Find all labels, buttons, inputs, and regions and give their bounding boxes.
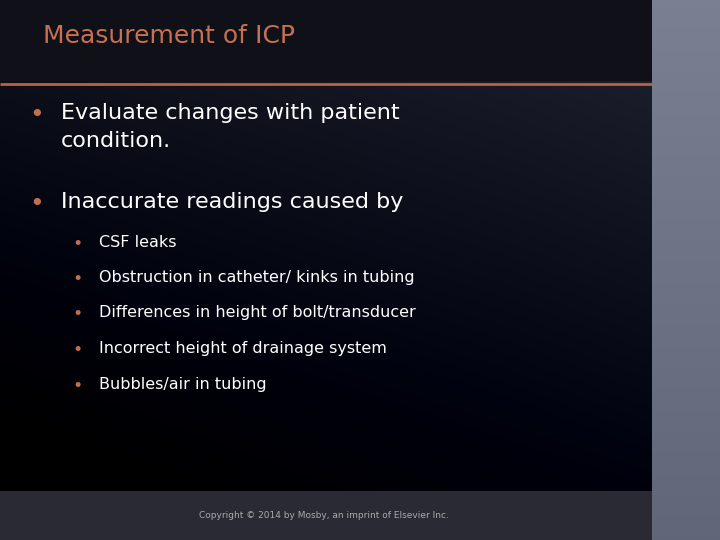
Text: •: •	[72, 305, 82, 323]
Text: •: •	[29, 103, 43, 126]
Text: Measurement of ICP: Measurement of ICP	[43, 24, 295, 48]
Text: •: •	[72, 377, 82, 395]
Text: •: •	[72, 341, 82, 359]
Bar	[0, 491, 652, 540]
Text: Incorrect height of drainage system: Incorrect height of drainage system	[99, 341, 387, 356]
Text: •: •	[29, 192, 43, 215]
Text: Bubbles/air in tubing: Bubbles/air in tubing	[99, 377, 267, 392]
Text: Obstruction in catheter/ kinks in tubing: Obstruction in catheter/ kinks in tubing	[99, 270, 415, 285]
Text: CSF leaks: CSF leaks	[99, 235, 177, 250]
Text: Inaccurate readings caused by: Inaccurate readings caused by	[61, 192, 404, 212]
Text: •: •	[72, 270, 82, 288]
Text: Evaluate changes with patient
condition.: Evaluate changes with patient condition.	[61, 103, 400, 151]
Bar	[0, 0, 652, 81]
Text: Copyright © 2014 by Mosby, an imprint of Elsevier Inc.: Copyright © 2014 by Mosby, an imprint of…	[199, 511, 449, 520]
Text: Differences in height of bolt/transducer: Differences in height of bolt/transducer	[99, 305, 416, 320]
Text: •: •	[72, 235, 82, 253]
